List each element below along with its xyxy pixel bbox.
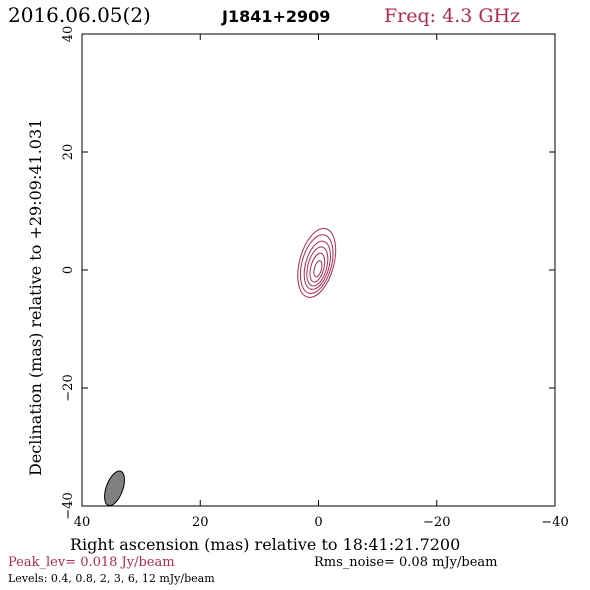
x-axis-label: Right ascension (mas) relative to 18:41:… (70, 535, 460, 554)
y-tick-label: −20 (61, 374, 76, 401)
x-tick-label: 20 (192, 515, 209, 530)
y-tick-label: 0 (61, 266, 76, 274)
source-name: J1841+2909 (221, 7, 330, 26)
y-axis-label: Declination (mas) relative to +29:09:41.… (26, 119, 45, 476)
rms-noise: Rms_noise= 0.08 mJy/beam (314, 555, 497, 570)
contour-level (313, 260, 323, 278)
peak-level: Peak_lev= 0.018 Jy/beam (8, 555, 175, 570)
beam-ellipse (104, 470, 125, 507)
contour-levels: Levels: 0.4, 0.8, 2, 3, 6, 12 mJy/beam (8, 572, 215, 585)
observation-date: 2016.06.05(2) (8, 3, 151, 27)
contour-level (303, 240, 331, 290)
y-tick-label: 20 (61, 144, 76, 161)
contour-level (299, 234, 334, 294)
source-contours (297, 227, 337, 298)
y-tick-label: −40 (61, 492, 76, 519)
x-tick-label: −40 (541, 515, 568, 530)
x-tick-label: 40 (74, 515, 91, 530)
frequency-label: Freq: 4.3 GHz (384, 5, 520, 27)
beam-ellipse-group (104, 470, 125, 507)
x-tick-label: 0 (314, 515, 322, 530)
contour-level (306, 246, 329, 287)
x-tick-label: −20 (423, 515, 450, 530)
y-tick-label: 40 (61, 26, 76, 43)
plot-frame (81, 33, 556, 507)
contour-level (309, 252, 326, 283)
contour-level (297, 227, 337, 298)
